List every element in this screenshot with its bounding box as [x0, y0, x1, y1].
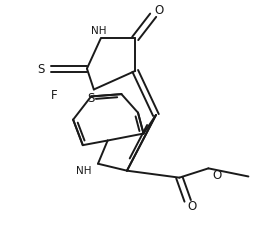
- Text: S: S: [38, 63, 45, 76]
- Text: NH: NH: [91, 26, 107, 36]
- Text: O: O: [213, 168, 222, 181]
- Text: O: O: [154, 4, 163, 17]
- Text: O: O: [187, 199, 197, 212]
- Text: F: F: [51, 89, 57, 102]
- Text: S: S: [87, 92, 95, 105]
- Text: NH: NH: [76, 165, 91, 176]
